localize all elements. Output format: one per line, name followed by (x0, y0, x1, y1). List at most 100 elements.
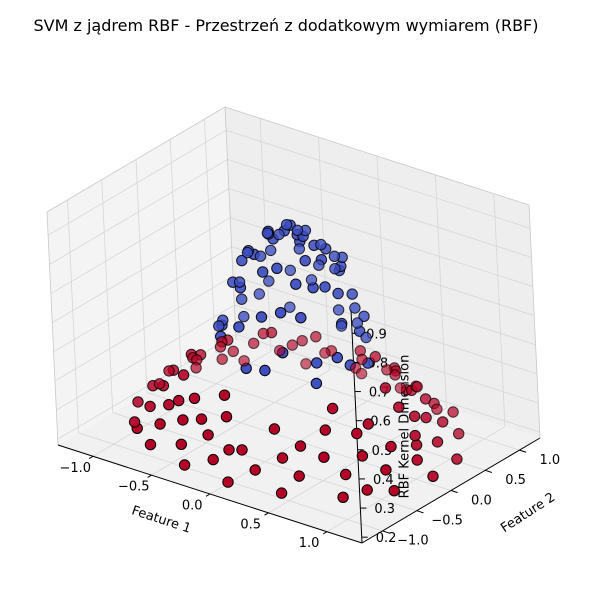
data-point-outer (394, 382, 407, 394)
data-point-inner (253, 288, 265, 300)
data-point-outer (293, 470, 305, 482)
grid-line-y-left (67, 199, 79, 433)
y-axis-label: Feature 2 (498, 490, 558, 536)
data-point-inner (360, 331, 372, 344)
data-point-outer (380, 464, 392, 476)
y-tick-label: −0.5 (431, 513, 463, 528)
data-point-inner (332, 287, 344, 300)
grid-line-z-back (225, 129, 531, 229)
data-point-outer (177, 414, 189, 426)
data-point-outer (326, 402, 339, 415)
grid-line-y-left (135, 159, 148, 393)
data-point-outer (379, 382, 392, 394)
x-tick-mark (322, 531, 328, 535)
data-point-outer (362, 418, 374, 430)
data-point-outer (310, 331, 322, 343)
data-point-outer (351, 427, 363, 440)
grid-line-x-back (376, 155, 389, 390)
data-point-inner (358, 310, 370, 322)
y-tick-mark (382, 530, 390, 534)
data-point-outer (361, 484, 373, 496)
data-point-outer (300, 358, 312, 370)
data-point-outer (220, 411, 233, 423)
z-tick-label: 0.6 (370, 415, 391, 430)
y-tick-label: 0.5 (505, 473, 526, 488)
data-point-inner (329, 263, 341, 275)
pane-edge (224, 106, 530, 206)
data-point-outer (356, 450, 369, 462)
data-point-outer (153, 378, 166, 390)
data-point-outer (431, 436, 444, 448)
data-point-inner (265, 244, 277, 257)
data-point-outer (389, 369, 401, 381)
data-point-outer (202, 429, 214, 441)
data-point-outer (188, 392, 201, 404)
grid-line-x-back (435, 174, 447, 408)
data-point-outer (411, 454, 423, 466)
data-point-outer (236, 444, 248, 456)
data-point-inner (254, 250, 267, 262)
z-tick-label: 0.2 (376, 531, 397, 546)
grid-line-y-floor (181, 371, 486, 471)
data-point-inner (290, 278, 302, 290)
data-point-inner (213, 320, 225, 332)
pane-edge (528, 204, 541, 439)
x-tick-label: −1.0 (59, 461, 91, 476)
data-point-outer (385, 440, 397, 453)
data-point-outer (453, 428, 465, 440)
data-point-inner (335, 320, 348, 332)
data-point-inner (332, 304, 345, 316)
data-point-outer (447, 406, 459, 418)
data-point-inner (236, 254, 248, 267)
data-point-inner (299, 255, 311, 267)
data-point-inner (284, 264, 296, 276)
y-tick-label: −1.0 (397, 534, 429, 549)
data-point-outer (257, 327, 269, 340)
data-point-outer (195, 413, 208, 425)
data-point-inner (257, 266, 269, 278)
data-point-outer (207, 453, 219, 466)
data-point-outer (218, 389, 231, 401)
z-tick-label: 0.4 (373, 473, 394, 488)
y-tick-label: 0.0 (471, 493, 492, 508)
data-point-inner (310, 377, 323, 390)
data-point-inner (261, 227, 274, 239)
data-point-inner (255, 311, 268, 323)
data-point-outer (222, 476, 234, 488)
pane-edge (46, 106, 226, 213)
data-point-outer (175, 438, 188, 450)
data-point-inner (346, 288, 358, 300)
grid-line-z-back (231, 246, 536, 346)
data-point-inner (315, 238, 327, 251)
data-point-outer (144, 438, 157, 451)
data-point-inner (280, 219, 293, 231)
grid-line-z-left (49, 159, 228, 265)
data-point-outer (388, 485, 400, 497)
data-point-outer (163, 365, 175, 377)
data-point-inner (293, 243, 305, 255)
grid-line-z-left (47, 129, 227, 236)
data-point-outer (340, 468, 352, 481)
data-point-inner (313, 259, 325, 271)
x-tick-mark (147, 474, 152, 478)
data-point-outer (356, 353, 368, 366)
data-point-inner (284, 301, 296, 313)
grid-line-y-left (204, 119, 216, 353)
grid-line-z-left (54, 275, 234, 382)
data-point-inner (236, 293, 248, 305)
data-point-outer (163, 399, 175, 411)
x-tick-label: −0.5 (118, 480, 150, 495)
data-point-outer (431, 403, 443, 415)
data-point-inner (233, 321, 245, 333)
data-point-outer (132, 396, 144, 408)
data-point-outer (381, 364, 393, 376)
data-point-inner (271, 262, 283, 274)
data-point-outer (177, 369, 190, 381)
data-point-inner (259, 364, 271, 377)
data-point-outer (154, 418, 166, 430)
data-point-outer (286, 339, 298, 351)
pane-edge (224, 106, 237, 341)
data-point-outer (227, 345, 240, 357)
z-tick-label: 0.3 (374, 502, 395, 517)
